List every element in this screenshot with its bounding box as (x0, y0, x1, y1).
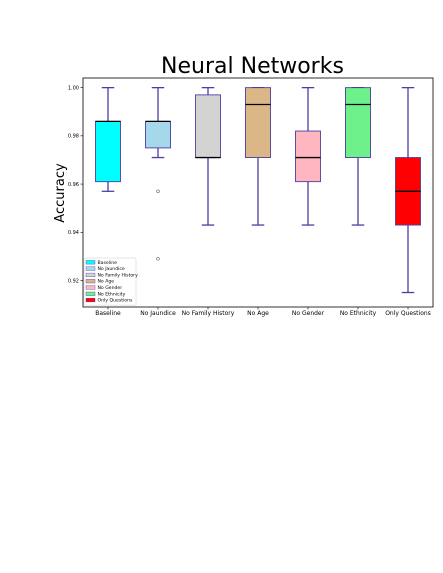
legend-entry: Only Questions (98, 298, 134, 304)
y-tick-label: 0.94 (68, 230, 79, 236)
legend-entry: No Ethnicity (98, 291, 126, 297)
y-tick-label: 0.92 (68, 278, 79, 284)
box-iqr (245, 87, 271, 158)
x-tick-label: No Ethnicity (340, 310, 377, 317)
box-no-age (245, 86, 271, 226)
y-tick-label: 1.00 (68, 85, 79, 91)
legend-entry: No Age (98, 279, 115, 285)
legend-entry: No Jaundice (98, 266, 125, 272)
box-no-gender (295, 86, 321, 226)
y-tick-label: 0.98 (68, 134, 79, 140)
legend-entry: No Family History (98, 272, 139, 278)
box-no-jaundice (145, 86, 171, 261)
outlier-point (156, 189, 160, 193)
x-tick-label: No Age (247, 310, 269, 317)
legend-swatch (85, 260, 96, 265)
legend-frame (83, 257, 137, 306)
x-tick-label: No Family History (182, 310, 235, 317)
box-iqr (145, 120, 171, 149)
boxes (95, 86, 421, 294)
y-axis-label: Accuracy (53, 163, 68, 223)
legend-entry: Baseline (98, 260, 118, 266)
legend-swatch (85, 266, 96, 271)
chart-title: Neural Networks (161, 54, 344, 79)
x-axis: Baseline No Jaundice No Family History No A… (95, 307, 431, 317)
legend-swatch (85, 279, 96, 284)
legend-swatch (85, 298, 96, 303)
x-tick-label: Baseline (95, 310, 121, 317)
x-tick-label: No Jaundice (140, 310, 176, 317)
box-iqr (195, 94, 221, 158)
box-baseline (95, 86, 121, 192)
legend-entry: No Gender (98, 285, 123, 291)
y-axis: 0.92 0.94 0.96 0.98 1.00 (68, 85, 83, 284)
box-iqr (345, 87, 371, 158)
x-tick-label: No Gender (292, 310, 325, 317)
y-tick-label: 0.96 (68, 182, 79, 188)
box-iqr (295, 130, 321, 183)
box-only-questions (395, 86, 421, 294)
legend-swatch (85, 285, 96, 290)
box-no-family-history (195, 86, 221, 226)
box-no-ethnicity (345, 86, 371, 226)
box-iqr (95, 120, 121, 183)
outlier-point (156, 257, 160, 261)
legend-swatch (85, 272, 96, 277)
legend-swatch (85, 291, 96, 296)
x-tick-label: Only Questions (385, 310, 431, 317)
